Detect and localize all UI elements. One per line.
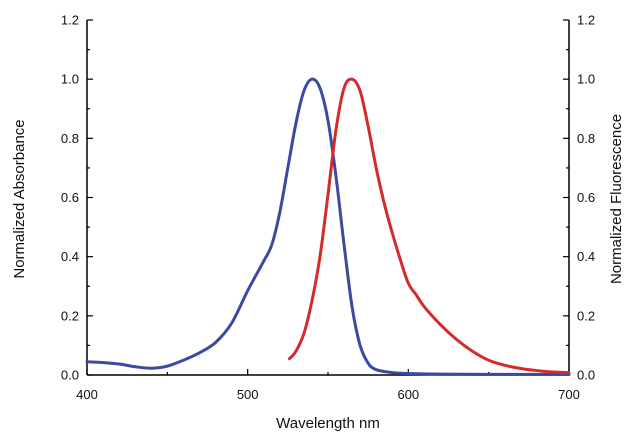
left-axis-ticks: 0.0 0.2 0.4 0.6 0.8 1.0 1.2 [61, 13, 93, 383]
right-tick-label: 1.2 [577, 13, 595, 28]
fluorescence-curve [287, 77, 571, 375]
x-axis-ticks: 400 500 600 700 [76, 369, 580, 402]
x-tick-label: 500 [237, 387, 259, 402]
right-tick-label: 0.2 [577, 308, 595, 323]
left-tick-label: 0.4 [61, 249, 79, 264]
absorbance-curve [85, 77, 571, 376]
right-tick-label: 0.8 [577, 131, 595, 146]
right-axis-title: Normalized Fluorescence [608, 114, 625, 284]
left-tick-label: 0.6 [61, 190, 79, 205]
left-tick-label: 0.2 [61, 308, 79, 323]
right-tick-label: 0.0 [577, 368, 595, 383]
right-tick-label: 0.6 [577, 190, 595, 205]
x-tick-label: 700 [558, 387, 580, 402]
series-group [85, 77, 571, 376]
left-tick-label: 0.0 [61, 368, 79, 383]
right-tick-label: 0.4 [577, 249, 595, 264]
left-tick-label: 1.2 [61, 13, 79, 28]
right-tick-label: 1.0 [577, 72, 595, 87]
left-tick-label: 0.8 [61, 131, 79, 146]
right-axis-ticks: 0.0 0.2 0.4 0.6 0.8 1.0 1.2 [563, 13, 595, 383]
x-tick-label: 400 [76, 387, 98, 402]
x-tick-label: 600 [397, 387, 419, 402]
x-axis-title: Wavelength nm [276, 415, 380, 432]
left-tick-label: 1.0 [61, 72, 79, 87]
left-axis-title: Normalized Absorbance [11, 119, 28, 278]
